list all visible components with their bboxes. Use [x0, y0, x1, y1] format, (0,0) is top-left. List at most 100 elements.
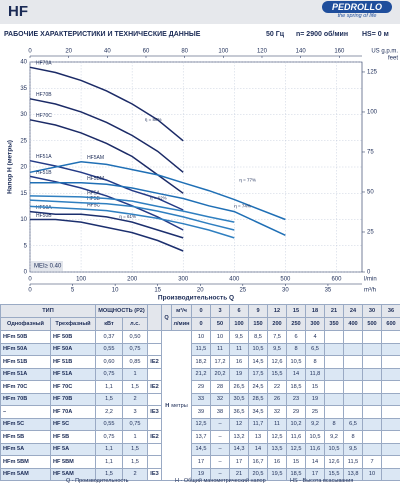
h-value	[343, 355, 363, 369]
q-lmin: 350	[324, 317, 344, 331]
h-value: 8	[305, 355, 325, 369]
cell-three: HF 70B	[50, 392, 96, 406]
header-ie	[147, 304, 162, 331]
h-value: 13	[248, 430, 268, 444]
cell-hp: 1,5	[122, 380, 148, 394]
h-value	[362, 392, 382, 406]
h-value: 12,5	[191, 417, 211, 431]
cell-ie	[147, 455, 162, 469]
pump-curve	[29, 159, 184, 211]
header-m3h: м³/ч	[171, 304, 192, 318]
h-value: 11,6	[286, 430, 306, 444]
x-tick-label: 200	[127, 277, 138, 283]
h-value: 9,2	[305, 417, 325, 431]
q-lmin: 300	[305, 317, 325, 331]
cell-single: HFm 51A	[0, 367, 51, 381]
x2-tick-label: 0	[28, 288, 32, 294]
h-value: 32	[267, 405, 287, 419]
x-tick-label: 100	[76, 277, 87, 283]
top-tick-label: 160	[334, 49, 345, 55]
x2-tick-label: 35	[325, 288, 332, 294]
pump-curve	[29, 195, 235, 223]
cell-ie: IE3	[147, 405, 162, 419]
pump-curve	[29, 205, 235, 239]
x2-tick-label: 10	[112, 288, 119, 294]
data-row: HFm 5B HF 5B 0,75 1 IE2 13,7–13,2 13 12,5 11,6 10…	[0, 430, 400, 444]
x-unit: l/min	[364, 277, 377, 283]
cell-three: HF 50A	[50, 342, 96, 356]
h-value	[381, 405, 400, 419]
q-m3h: 36	[381, 304, 400, 318]
h-value: 25	[305, 405, 325, 419]
h-value: 9,5	[343, 442, 363, 456]
cell-single: HFm 5A	[0, 442, 51, 456]
y-axis-title: Напор H (метры)	[7, 140, 14, 194]
cell-ie	[147, 442, 162, 456]
header-band: HF PEDROLLO the spring of life	[0, 0, 400, 24]
h-value	[381, 392, 400, 406]
data-row: HFm 70C HF 70C 1,1 1,5 IE2 29 28 26,5 24,5 22 18,5…	[0, 380, 400, 394]
h-value: 19	[191, 467, 211, 481]
cell-kw: 2,2	[95, 405, 123, 419]
h-value: 17,2	[210, 355, 230, 369]
h-value: 36,5	[229, 405, 249, 419]
x-tick-label: 600	[331, 277, 342, 283]
h-value	[381, 417, 400, 431]
curve-label: HF70C	[36, 113, 52, 119]
header-kw: кВт	[95, 317, 123, 331]
h-value: 6,5	[305, 342, 325, 356]
efficiency-label: η = 80%	[145, 117, 162, 122]
h-value: 24,5	[248, 380, 268, 394]
h-value: 9,5	[267, 342, 287, 356]
h-value: 33	[191, 392, 211, 406]
cell-kw: 0,75	[95, 430, 123, 444]
h-value: 7,5	[267, 330, 287, 344]
cell-hp: 2	[122, 392, 148, 406]
h-value: 18,5	[286, 380, 306, 394]
h-value	[381, 355, 400, 369]
curve-label: HF5B	[87, 196, 100, 202]
q-lmin: 600	[381, 317, 400, 331]
h-value: 16	[229, 355, 249, 369]
q-m3h: 9	[248, 304, 268, 318]
top-tick-label: 0	[28, 49, 32, 55]
cell-ie	[147, 392, 162, 406]
h-value: –	[210, 417, 230, 431]
h-value: 9,2	[324, 430, 344, 444]
h-value	[324, 355, 344, 369]
h-value: –	[210, 455, 230, 469]
pump-curve	[29, 98, 184, 173]
cell-kw: 0,55	[95, 342, 123, 356]
h-value: –	[210, 430, 230, 444]
cell-kw: 1,1	[95, 455, 123, 469]
h-value: 16	[267, 455, 287, 469]
header-three: Трехфазный	[50, 317, 96, 331]
right-tick-label: 125	[367, 70, 378, 76]
h-value: 19	[229, 367, 249, 381]
h-value: 10,5	[305, 430, 325, 444]
h-value: 15,5	[267, 367, 287, 381]
x2-tick-label: 25	[239, 288, 246, 294]
cell-three: HF 70A	[50, 405, 96, 419]
right-tick-label: 75	[367, 150, 374, 156]
right-tick-label: 25	[367, 230, 374, 236]
h-value: 14	[286, 367, 306, 381]
h-value: 11	[229, 342, 249, 356]
y-tick-label: 40	[20, 60, 27, 66]
cell-hp: 1,5	[122, 455, 148, 469]
h-value: 12	[229, 417, 249, 431]
h-value	[362, 342, 382, 356]
h-value	[362, 330, 382, 344]
h-value: 17	[229, 455, 249, 469]
x-tick-label: 300	[178, 277, 189, 283]
h-value: 10,5	[324, 442, 344, 456]
h-value: 11	[267, 417, 287, 431]
q-lmin: 0	[191, 317, 211, 331]
cell-single: HFm 5BM	[0, 455, 51, 469]
h-value: 8	[286, 342, 306, 356]
cell-hp: 1	[122, 430, 148, 444]
h-value: 10	[210, 330, 230, 344]
efficiency-label: η = 74%	[234, 204, 251, 209]
